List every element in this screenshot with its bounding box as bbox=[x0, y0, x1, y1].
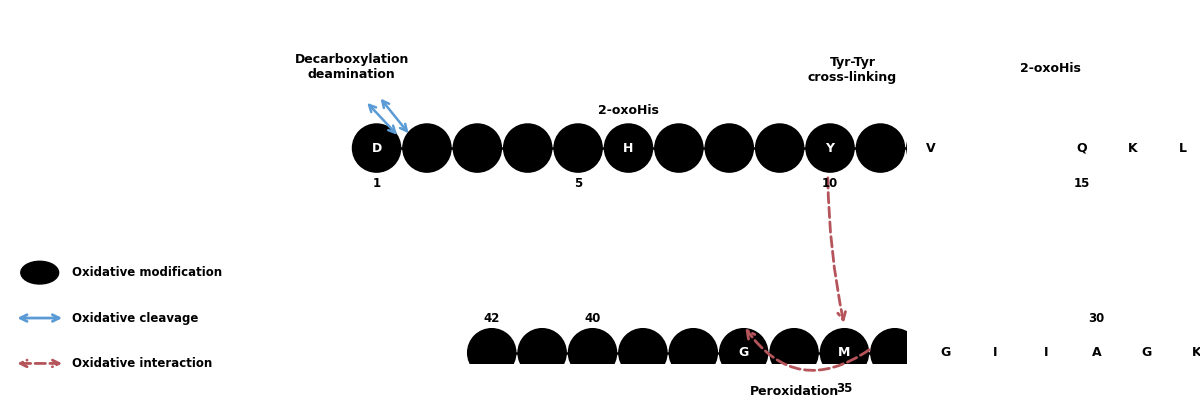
Text: 10: 10 bbox=[822, 178, 838, 190]
Circle shape bbox=[1174, 329, 1200, 376]
Text: Q: Q bbox=[1076, 142, 1087, 155]
Text: I: I bbox=[540, 346, 545, 359]
Circle shape bbox=[619, 329, 666, 376]
Circle shape bbox=[821, 329, 868, 376]
Text: M: M bbox=[839, 346, 851, 359]
Circle shape bbox=[468, 329, 515, 376]
Circle shape bbox=[871, 329, 918, 376]
Text: Oxidative interaction: Oxidative interaction bbox=[72, 357, 212, 370]
Text: A: A bbox=[422, 142, 432, 155]
Text: E: E bbox=[876, 142, 884, 155]
Text: Oxidative modification: Oxidative modification bbox=[72, 266, 223, 279]
Text: K: K bbox=[1128, 142, 1138, 155]
Text: V: V bbox=[790, 346, 799, 359]
Circle shape bbox=[655, 125, 702, 171]
Circle shape bbox=[770, 329, 817, 376]
Text: L: L bbox=[1178, 142, 1187, 155]
Circle shape bbox=[720, 329, 767, 376]
Circle shape bbox=[670, 329, 716, 376]
Text: H: H bbox=[1026, 142, 1037, 155]
Text: R: R bbox=[574, 142, 583, 155]
Text: 1: 1 bbox=[372, 178, 380, 190]
Circle shape bbox=[20, 261, 59, 284]
Text: A: A bbox=[1092, 346, 1102, 359]
Circle shape bbox=[958, 125, 1004, 171]
Text: Peroxidation: Peroxidation bbox=[750, 385, 839, 398]
Text: Tyr-Tyr
cross-linking: Tyr-Tyr cross-linking bbox=[808, 56, 898, 84]
Circle shape bbox=[554, 125, 601, 171]
Circle shape bbox=[353, 125, 400, 171]
Circle shape bbox=[922, 329, 968, 376]
Text: 2-oxoHis: 2-oxoHis bbox=[598, 103, 659, 117]
Text: 5: 5 bbox=[574, 178, 582, 190]
Circle shape bbox=[1022, 329, 1069, 376]
Circle shape bbox=[1123, 329, 1170, 376]
Text: V: V bbox=[926, 142, 936, 155]
Circle shape bbox=[806, 125, 853, 171]
Circle shape bbox=[756, 125, 803, 171]
Text: 2-oxoHis: 2-oxoHis bbox=[1020, 62, 1081, 75]
Circle shape bbox=[518, 329, 565, 376]
Circle shape bbox=[504, 125, 551, 171]
Circle shape bbox=[972, 329, 1019, 376]
Text: 15: 15 bbox=[1074, 178, 1090, 190]
Circle shape bbox=[1159, 125, 1200, 171]
Circle shape bbox=[1058, 125, 1105, 171]
Text: L: L bbox=[890, 346, 899, 359]
Text: E: E bbox=[473, 142, 481, 155]
Circle shape bbox=[706, 125, 752, 171]
Text: D: D bbox=[673, 142, 684, 155]
Text: I: I bbox=[994, 346, 998, 359]
Circle shape bbox=[605, 125, 652, 171]
Circle shape bbox=[1008, 125, 1055, 171]
Circle shape bbox=[569, 329, 616, 376]
Text: 35: 35 bbox=[836, 382, 853, 395]
Text: I: I bbox=[1044, 346, 1049, 359]
Text: 42: 42 bbox=[484, 312, 500, 325]
Text: F: F bbox=[523, 142, 532, 155]
Circle shape bbox=[907, 125, 954, 171]
Text: G: G bbox=[688, 346, 698, 359]
Circle shape bbox=[403, 125, 450, 171]
Text: G: G bbox=[1141, 346, 1152, 359]
Text: 40: 40 bbox=[584, 312, 601, 325]
Text: V: V bbox=[638, 346, 648, 359]
Circle shape bbox=[1109, 125, 1156, 171]
Text: G: G bbox=[774, 142, 785, 155]
Text: H: H bbox=[976, 142, 986, 155]
Text: D: D bbox=[372, 142, 382, 155]
Circle shape bbox=[857, 125, 904, 171]
Circle shape bbox=[454, 125, 500, 171]
Text: G: G bbox=[940, 346, 950, 359]
Text: H: H bbox=[623, 142, 634, 155]
Text: Oxidative cleavage: Oxidative cleavage bbox=[72, 312, 199, 324]
Text: G: G bbox=[738, 346, 749, 359]
Text: A: A bbox=[487, 346, 497, 359]
Text: 30: 30 bbox=[1088, 312, 1104, 325]
Text: K: K bbox=[1193, 346, 1200, 359]
Text: Decarboxylation
deamination: Decarboxylation deamination bbox=[295, 53, 409, 81]
Text: V: V bbox=[588, 346, 598, 359]
Circle shape bbox=[1073, 329, 1120, 376]
Text: S: S bbox=[725, 142, 733, 155]
Text: Y: Y bbox=[826, 142, 834, 155]
